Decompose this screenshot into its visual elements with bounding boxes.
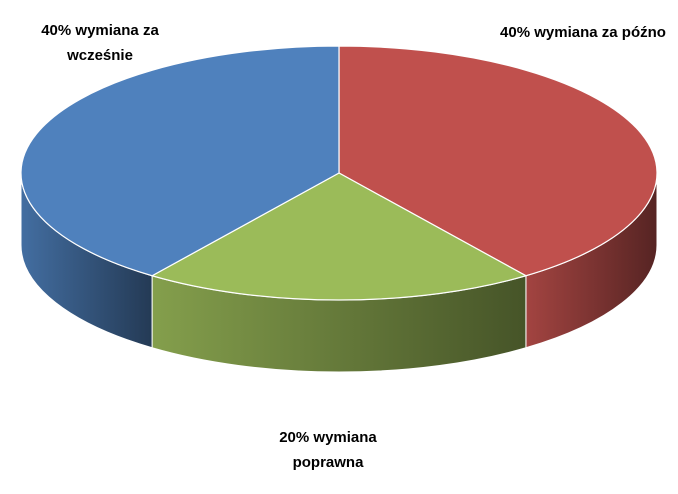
data-label: 40% wymiana za wcześnie xyxy=(41,22,159,64)
pie-slice xyxy=(150,172,528,301)
pie-slice xyxy=(20,45,340,277)
pie-slice xyxy=(338,45,658,277)
data-label: 40% wymiana za późno xyxy=(500,24,666,41)
data-label: 20% wymiana poprawna xyxy=(279,429,377,471)
